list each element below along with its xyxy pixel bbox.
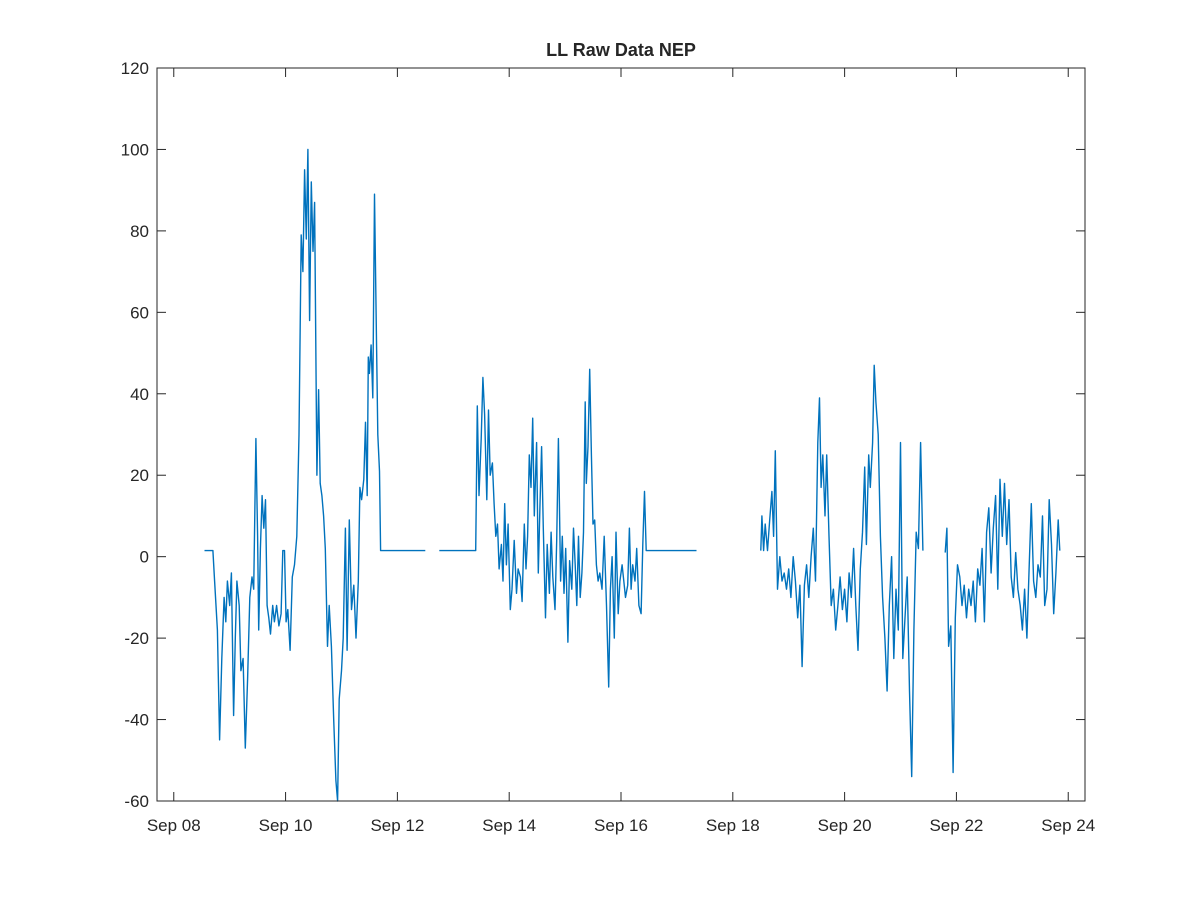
y-tick-label: 40 [130, 385, 149, 404]
y-tick-label: -20 [124, 629, 149, 648]
ticks-layer: -60 -40 -20 0 20 40 60 80 100 120 Sep 08 Sep 10 Sep … [121, 59, 1096, 835]
series-line-segment [204, 148, 426, 802]
y-tick-label: 80 [130, 222, 149, 241]
x-tick-label: Sep 18 [706, 816, 760, 835]
x-tick-label: Sep 24 [1041, 816, 1095, 835]
x-tick-label: Sep 20 [818, 816, 872, 835]
series-line-segment [439, 368, 697, 688]
x-tick-label: Sep 12 [370, 816, 424, 835]
y-tick-label: 100 [121, 140, 149, 159]
y-tick-label: 0 [140, 548, 149, 567]
plot-area [157, 68, 1085, 801]
series-line-segment [760, 364, 924, 778]
x-tick-label: Sep 10 [259, 816, 313, 835]
x-tick-label: Sep 16 [594, 816, 648, 835]
series-layer [204, 148, 1061, 802]
y-tick-label: -40 [124, 711, 149, 730]
y-tick-label: -60 [124, 792, 149, 811]
x-tick-label: Sep 14 [482, 816, 536, 835]
x-tick-label: Sep 08 [147, 816, 201, 835]
x-tick-label: Sep 22 [929, 816, 983, 835]
y-tick-label: 60 [130, 303, 149, 322]
chart-title: LL Raw Data NEP [546, 40, 696, 60]
y-tick-label: 20 [130, 466, 149, 485]
y-tick-label: 120 [121, 59, 149, 78]
series-line-segment [944, 478, 1061, 774]
